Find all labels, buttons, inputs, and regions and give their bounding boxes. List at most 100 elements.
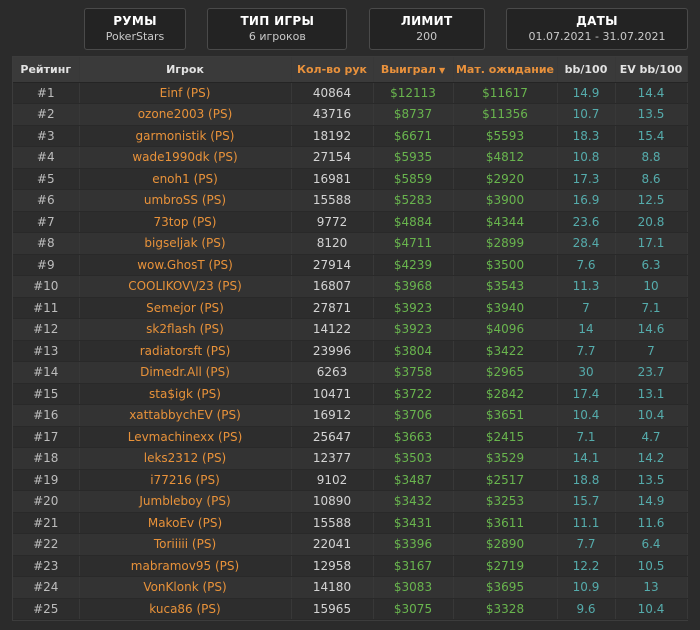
rank-cell: #22 [13, 533, 80, 556]
hands-cell: 27154 [291, 146, 374, 169]
table-row: #25 kuca86 (PS) 15965 $3075 $3328 9.6 10… [13, 598, 688, 620]
rank-cell: #12 [13, 318, 80, 341]
column-header-evbb100[interactable]: EV bb/100 [615, 57, 688, 83]
table-row: #14 Dimedr.All (PS) 6263 $3758 $2965 30 … [13, 361, 688, 384]
leaderboard-table-wrap: Рейтинг Игрок Кол-во рук Выиграл ▼ Мат. о… [12, 56, 688, 621]
expectation-cell: $2890 [453, 533, 558, 556]
player-link[interactable]: i77216 (PS) [79, 469, 292, 491]
expectation-cell: $2842 [453, 383, 558, 405]
player-link[interactable]: enoh1 (PS) [79, 168, 292, 190]
ev-bb100-cell: 14.4 [615, 82, 688, 104]
player-link[interactable]: 73top (PS) [79, 211, 292, 233]
won-cell: $3722 [373, 383, 454, 405]
filter-dates[interactable]: ДАТЫ 01.07.2021 - 31.07.2021 [505, 8, 688, 50]
expectation-cell: $3529 [453, 447, 558, 470]
player-link[interactable]: Levmachinexx (PS) [79, 426, 292, 448]
hands-cell: 25647 [291, 426, 374, 448]
player-link[interactable]: sta$igk (PS) [79, 383, 292, 405]
player-link[interactable]: ozone2003 (PS) [79, 103, 292, 126]
bb100-cell: 18.3 [557, 125, 616, 147]
filter-rooms[interactable]: РУМЫ PokerStars [84, 8, 186, 50]
bb100-cell: 7.1 [557, 426, 616, 448]
expectation-cell: $4096 [453, 318, 558, 341]
player-link[interactable]: umbroSS (PS) [79, 189, 292, 212]
column-header-hands[interactable]: Кол-во рук [291, 57, 374, 83]
won-cell: $3167 [373, 555, 454, 577]
ev-bb100-cell: 10 [615, 275, 688, 298]
ev-bb100-cell: 13.1 [615, 383, 688, 405]
player-link[interactable]: wow.GhosT (PS) [79, 254, 292, 276]
player-link[interactable]: garmonistik (PS) [79, 125, 292, 147]
expectation-cell: $2899 [453, 232, 558, 255]
filter-limit-value: 200 [416, 30, 438, 43]
table-row: #22 Toriiiii (PS) 22041 $3396 $2890 7.7 … [13, 533, 688, 556]
player-link[interactable]: xattabbychEV (PS) [79, 404, 292, 427]
filter-game-type[interactable]: ТИП ИГРЫ 6 игроков [207, 8, 348, 50]
table-row: #8 bigseljak (PS) 8120 $4711 $2899 28.4 … [13, 232, 688, 255]
ev-bb100-cell: 6.4 [615, 533, 688, 556]
rank-cell: #19 [13, 469, 80, 491]
expectation-cell: $3422 [453, 340, 558, 362]
player-link[interactable]: MakoEv (PS) [79, 512, 292, 534]
player-link[interactable]: Semejor (PS) [79, 297, 292, 319]
rank-cell: #11 [13, 297, 80, 319]
player-link[interactable]: COOLIKOV\/23 (PS) [79, 275, 292, 298]
hands-cell: 14122 [291, 318, 374, 341]
bb100-cell: 17.3 [557, 168, 616, 190]
player-link[interactable]: Dimedr.All (PS) [79, 361, 292, 384]
ev-bb100-cell: 12.5 [615, 189, 688, 212]
player-link[interactable]: Toriiiii (PS) [79, 533, 292, 556]
player-link[interactable]: sk2flash (PS) [79, 318, 292, 341]
bb100-cell: 10.9 [557, 576, 616, 599]
player-link[interactable]: radiatorsft (PS) [79, 340, 292, 362]
header-row: Рейтинг Игрок Кол-во рук Выиграл ▼ Мат. о… [13, 57, 688, 83]
column-header-player[interactable]: Игрок [79, 57, 292, 83]
filter-rooms-title: РУМЫ [113, 14, 157, 28]
won-cell: $3083 [373, 576, 454, 599]
hands-cell: 12958 [291, 555, 374, 577]
table-row: #20 Jumbleboy (PS) 10890 $3432 $3253 15.… [13, 490, 688, 513]
hands-cell: 8120 [291, 232, 374, 255]
expectation-cell: $3695 [453, 576, 558, 599]
player-link[interactable]: kuca86 (PS) [79, 598, 292, 620]
player-link[interactable]: VonKlonk (PS) [79, 576, 292, 599]
hands-cell: 27871 [291, 297, 374, 319]
player-link[interactable]: bigseljak (PS) [79, 232, 292, 255]
column-header-won[interactable]: Выиграл ▼ [373, 57, 454, 83]
rank-cell: #21 [13, 512, 80, 534]
hands-cell: 18192 [291, 125, 374, 147]
filter-limit[interactable]: ЛИМИТ 200 [368, 8, 485, 50]
player-link[interactable]: Einf (PS) [79, 82, 292, 104]
column-header-rank[interactable]: Рейтинг [13, 57, 80, 83]
player-link[interactable]: mabramov95 (PS) [79, 555, 292, 577]
leaderboard-body: #1 Einf (PS) 40864 $12113 $11617 14.9 14… [13, 82, 688, 620]
expectation-cell: $3940 [453, 297, 558, 319]
rank-cell: #1 [13, 82, 80, 104]
bb100-cell: 7.7 [557, 340, 616, 362]
rank-cell: #14 [13, 361, 80, 384]
expectation-cell: $3500 [453, 254, 558, 276]
player-link[interactable]: wade1990dk (PS) [79, 146, 292, 169]
bb100-cell: 12.2 [557, 555, 616, 577]
expectation-cell: $11356 [453, 103, 558, 126]
hands-cell: 16912 [291, 404, 374, 427]
bb100-cell: 10.4 [557, 404, 616, 427]
column-header-bb100[interactable]: bb/100 [557, 57, 616, 83]
column-header-ev[interactable]: Мат. ожидание [453, 57, 558, 83]
table-row: #16 xattabbychEV (PS) 16912 $3706 $3651 … [13, 404, 688, 427]
ev-bb100-cell: 13.5 [615, 469, 688, 491]
rank-cell: #24 [13, 576, 80, 599]
filter-game-type-title: ТИП ИГРЫ [240, 14, 315, 28]
won-cell: $3431 [373, 512, 454, 534]
hands-cell: 15588 [291, 512, 374, 534]
player-link[interactable]: leks2312 (PS) [79, 447, 292, 470]
expectation-cell: $4812 [453, 146, 558, 169]
leaderboard-table: Рейтинг Игрок Кол-во рук Выиграл ▼ Мат. о… [13, 57, 688, 620]
table-row: #17 Levmachinexx (PS) 25647 $3663 $2415 … [13, 426, 688, 448]
hands-cell: 12377 [291, 447, 374, 470]
expectation-cell: $3900 [453, 189, 558, 212]
won-cell: $3432 [373, 490, 454, 513]
player-link[interactable]: Jumbleboy (PS) [79, 490, 292, 513]
rank-cell: #17 [13, 426, 80, 448]
table-row: #7 73top (PS) 9772 $4884 $4344 23.6 20.8… [13, 211, 688, 233]
